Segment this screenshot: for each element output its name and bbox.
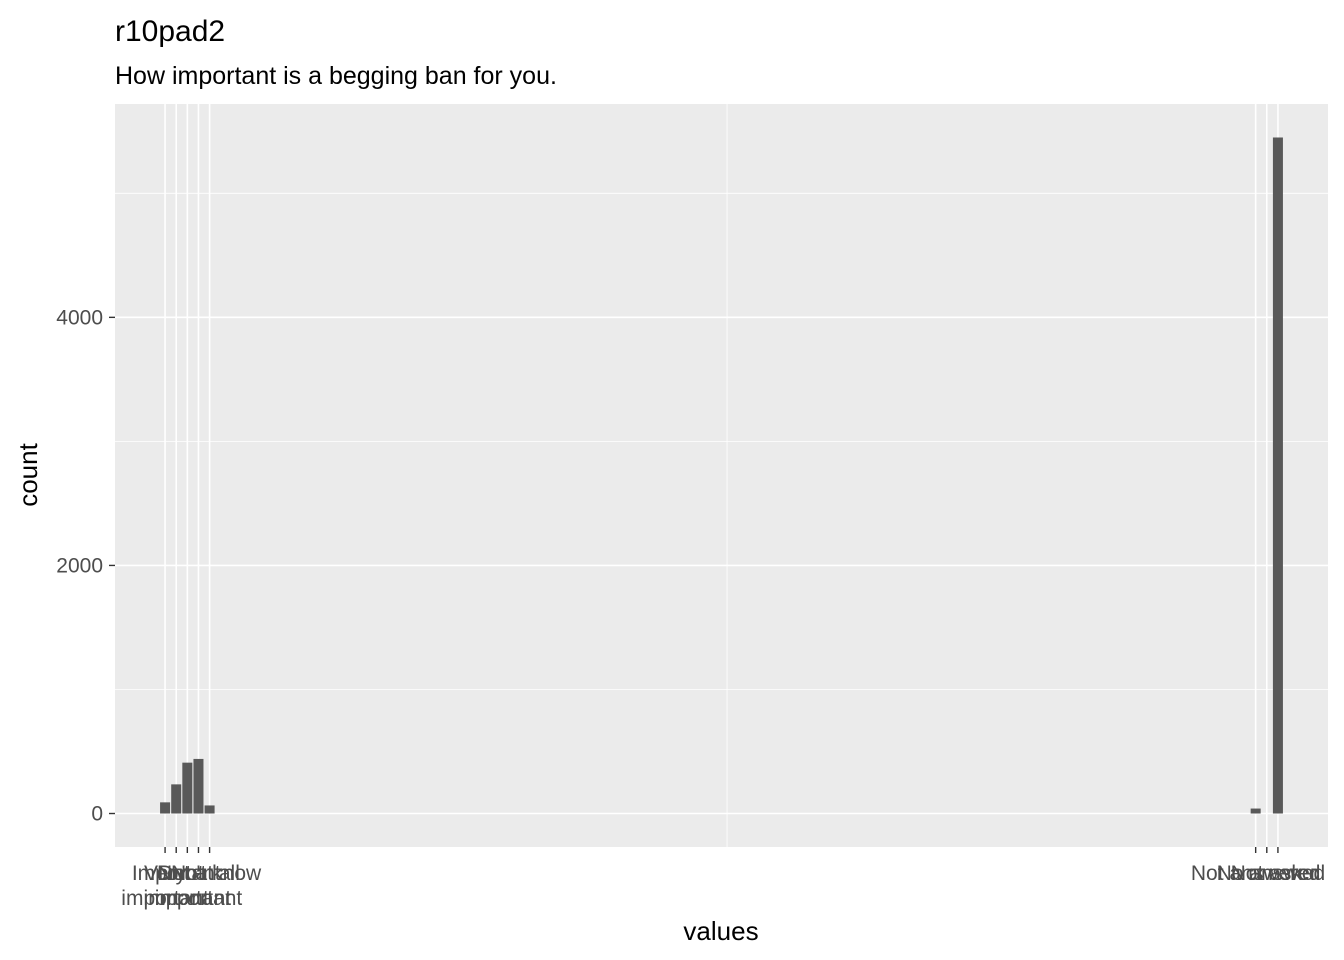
y-tick-label: 0 bbox=[91, 803, 103, 826]
bars bbox=[160, 137, 1283, 814]
y-tick-label: 4000 bbox=[56, 306, 103, 329]
y-tick-label: 2000 bbox=[56, 554, 103, 577]
chart-subtitle: How important is a begging ban for you. bbox=[115, 62, 557, 90]
x-axis-title: values bbox=[683, 916, 758, 946]
bar bbox=[193, 758, 204, 814]
bar bbox=[182, 762, 193, 814]
bar bbox=[204, 805, 215, 814]
bar bbox=[160, 802, 171, 814]
x-tick-label: No answer bbox=[1217, 862, 1317, 885]
y-axis-title: count bbox=[13, 442, 43, 506]
x-tick-label: Very important bbox=[121, 862, 209, 910]
x-tick-label: Not answered bbox=[1191, 862, 1321, 885]
bar bbox=[1250, 808, 1261, 814]
x-tick-label: Not asked bbox=[1231, 862, 1326, 885]
grid-lines bbox=[115, 104, 1328, 847]
x-tick-label: Don't know bbox=[158, 862, 262, 885]
x-tick-label: Not at all important bbox=[155, 862, 243, 910]
bar bbox=[171, 784, 182, 814]
x-tick-label: Important bbox=[132, 862, 221, 885]
chart-title: r10pad2 bbox=[115, 15, 225, 48]
bar bbox=[1272, 137, 1283, 814]
plot-panel bbox=[115, 104, 1328, 847]
x-tick-label: Not important bbox=[144, 862, 232, 910]
